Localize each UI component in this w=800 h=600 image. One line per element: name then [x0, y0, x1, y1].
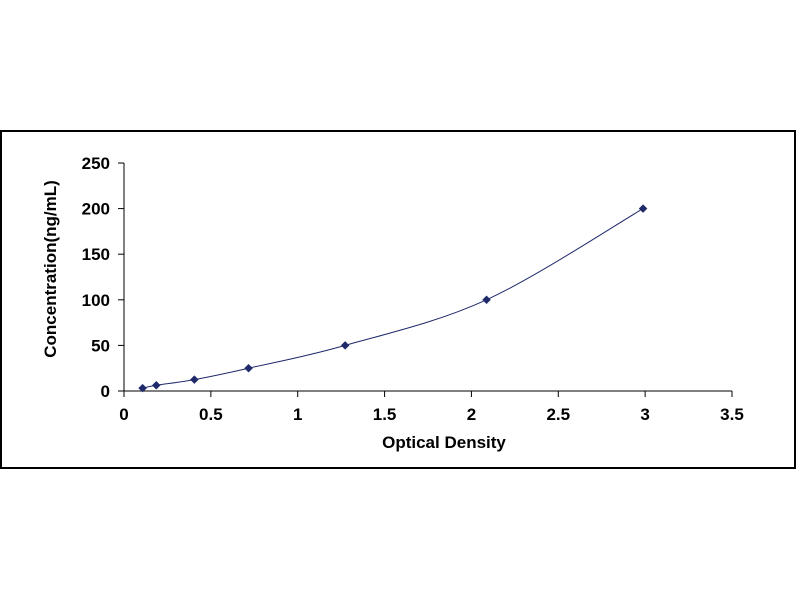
y-tick-label: 150: [82, 245, 110, 264]
data-point: [638, 204, 648, 213]
x-tick-label: 3.5: [720, 405, 744, 424]
chart-frame: 0 50 100 150 200 250 0 0.5 1 1.5 2 2.5 3 3.5 Optical …: [0, 130, 796, 469]
data-point: [138, 383, 147, 393]
data-point: [244, 363, 253, 373]
axes: [123, 163, 732, 392]
x-tick-label: 2.5: [546, 405, 570, 424]
x-tick-label: 0.5: [199, 405, 223, 424]
y-tick-label: 100: [82, 291, 110, 310]
y-tick-label: 50: [91, 336, 110, 355]
y-tick-label: 200: [82, 200, 110, 219]
x-axis-title: Optical Density: [382, 433, 506, 452]
y-axis-title: Concentration(ng/mL): [41, 180, 60, 358]
data-point: [340, 341, 350, 350]
data-point: [151, 380, 161, 390]
data-points: [138, 204, 648, 393]
y-tick-label: 0: [101, 382, 110, 401]
trend-line: [142, 208, 644, 389]
x-tick-label: 1.5: [373, 405, 397, 424]
y-tick-label: 250: [82, 154, 110, 173]
x-tick-label: 0: [119, 405, 128, 424]
x-tick-label: 1: [293, 405, 302, 424]
ticks: 0 50 100 150 200 250 0 0.5 1 1.5 2 2.5 3 3.5: [82, 154, 744, 424]
x-tick-label: 3: [640, 405, 649, 424]
standard-curve-chart: 0 50 100 150 200 250 0 0.5 1 1.5 2 2.5 3 3.5 Optical …: [41, 154, 744, 452]
x-tick-label: 2: [467, 405, 476, 424]
data-point: [482, 295, 491, 305]
data-point: [190, 375, 199, 384]
